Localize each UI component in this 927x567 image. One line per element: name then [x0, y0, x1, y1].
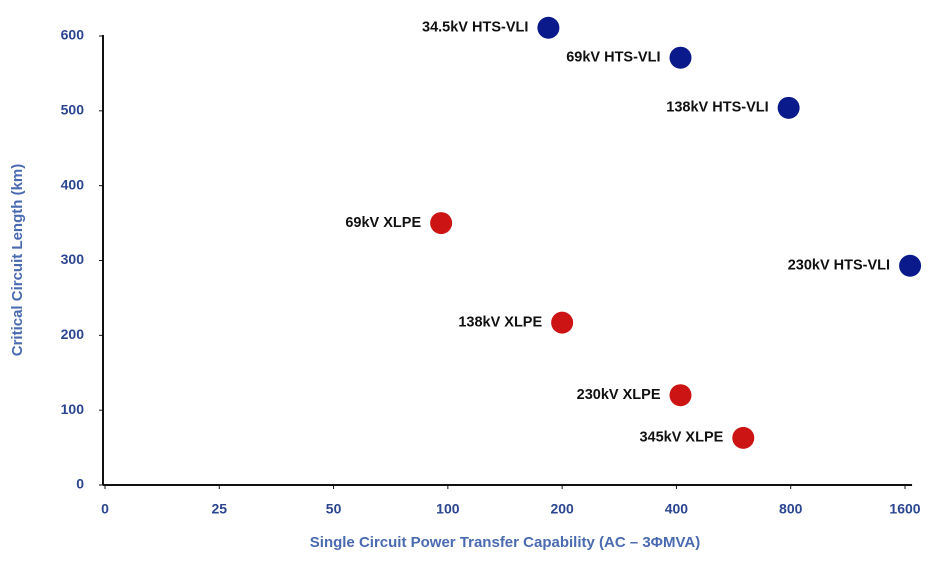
x-tick-label: 200 [550, 501, 574, 517]
point-label: 138kV HTS-VLI [666, 100, 768, 116]
y-axis-title: Critical Circuit Length (km) [9, 164, 26, 357]
point [669, 384, 692, 407]
point [430, 212, 453, 235]
y-tick-label: 100 [61, 401, 85, 417]
point [899, 254, 922, 277]
x-tick-label: 25 [211, 501, 227, 517]
point-label: 34.5kV HTS-VLI [422, 20, 528, 36]
point [669, 46, 692, 69]
x-tick-label: 0 [101, 501, 109, 517]
point [551, 311, 574, 334]
y-tick-label: 300 [61, 251, 85, 267]
point-label: 138kV XLPE [458, 314, 542, 330]
y-tick-label: 400 [61, 176, 85, 192]
point-label: 345kV XLPE [639, 430, 723, 446]
point-label: 230kV HTS-VLI [788, 258, 890, 274]
point [537, 16, 560, 39]
point [732, 426, 755, 449]
x-axis-title: Single Circuit Power Transfer Capability… [310, 534, 700, 551]
x-tick-label: 50 [326, 501, 342, 517]
y-tick-label: 600 [61, 27, 85, 43]
y-tick-label: 200 [61, 326, 85, 342]
x-tick-label: 100 [436, 501, 460, 517]
point-label: 230kV XLPE [577, 387, 661, 403]
x-tick-label: 800 [779, 501, 803, 517]
point [777, 96, 800, 119]
point-label: 69kV XLPE [345, 215, 421, 231]
y-tick-label: 0 [76, 476, 84, 492]
x-tick-label: 1600 [889, 501, 920, 517]
point-label: 69kV HTS-VLI [566, 50, 660, 66]
x-tick-label: 400 [665, 501, 689, 517]
y-tick-label: 500 [61, 102, 85, 118]
